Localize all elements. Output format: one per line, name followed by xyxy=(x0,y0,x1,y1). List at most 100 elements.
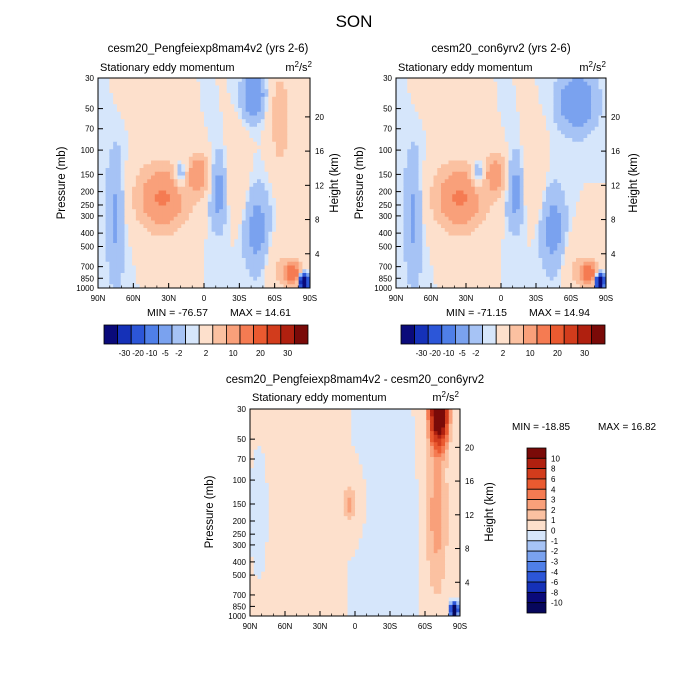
heatmap-cell xyxy=(422,119,427,124)
heatmap-cell xyxy=(403,108,408,113)
heatmap-cell xyxy=(444,164,450,169)
heatmap-cell xyxy=(283,224,288,229)
heatmap-cell xyxy=(441,81,446,87)
heatmap-cell xyxy=(132,78,137,83)
heatmap-cell xyxy=(482,130,487,135)
heatmap-cell xyxy=(474,126,480,132)
heatmap-cell xyxy=(486,111,491,117)
heatmap-cell xyxy=(501,93,506,98)
heatmap-cell xyxy=(245,160,251,165)
heatmap-cell xyxy=(534,100,540,105)
heatmap-cell xyxy=(169,175,175,180)
heatmap-cell xyxy=(516,168,521,173)
heatmap-cell xyxy=(471,100,476,105)
heatmap-cell xyxy=(441,134,446,139)
heatmap-cell xyxy=(249,141,254,147)
heatmap-cell xyxy=(306,273,310,278)
heatmap-cell xyxy=(211,265,216,270)
heatmap-cell xyxy=(291,93,296,98)
heatmap-cell xyxy=(433,175,438,180)
heatmap-cell xyxy=(452,111,457,117)
heatmap-cell xyxy=(222,273,228,278)
heatmap-cell xyxy=(120,171,126,177)
heatmap-cell xyxy=(441,179,446,184)
heatmap-cell xyxy=(222,220,228,225)
heatmap-cell xyxy=(587,145,592,150)
heatmap-cell xyxy=(241,220,247,225)
heatmap-cell xyxy=(283,104,288,109)
heatmap-cell xyxy=(283,243,288,248)
heatmap-cell xyxy=(162,273,167,278)
heatmap-cell xyxy=(568,81,573,87)
heatmap-cell xyxy=(158,186,163,192)
heatmap-cell xyxy=(257,81,262,87)
heatmap-cell xyxy=(109,123,114,128)
heatmap-cell xyxy=(109,220,114,225)
heatmap-cell xyxy=(177,213,182,218)
heatmap-cell xyxy=(211,228,216,233)
heatmap-cell xyxy=(128,213,133,218)
heatmap-cell xyxy=(467,190,472,195)
heatmap-cell xyxy=(516,85,521,90)
heatmap-cell xyxy=(418,149,423,154)
heatmap-cell xyxy=(222,145,228,150)
heatmap-cell xyxy=(396,179,401,184)
heatmap-cell xyxy=(467,171,472,177)
heatmap-cell xyxy=(291,231,296,237)
heatmap-cell xyxy=(226,104,232,109)
heatmap-cell xyxy=(120,280,126,285)
heatmap-cell xyxy=(471,149,476,154)
heatmap-cell xyxy=(519,130,525,135)
heatmap-cell xyxy=(222,235,228,240)
heatmap-cell xyxy=(298,160,304,165)
heatmap-cell xyxy=(306,164,310,169)
heatmap-cell xyxy=(200,138,205,143)
heatmap-cell xyxy=(478,168,483,173)
heatmap-cell xyxy=(219,228,224,233)
heatmap-cell xyxy=(128,258,133,263)
heatmap-cell xyxy=(587,119,592,124)
heatmap-cell xyxy=(188,168,194,173)
heatmap-cell xyxy=(219,168,224,173)
heatmap-cell xyxy=(302,269,307,274)
heatmap-cell xyxy=(452,156,457,162)
heatmap-cell xyxy=(253,156,258,162)
heatmap-cell xyxy=(557,96,562,102)
heatmap-cell xyxy=(456,126,461,132)
heatmap-cell xyxy=(298,115,304,120)
heatmap-cell xyxy=(181,183,186,188)
heatmap-cell xyxy=(169,284,175,288)
heatmap-cell xyxy=(576,81,581,87)
heatmap-cell xyxy=(151,126,156,132)
heatmap-cell xyxy=(504,145,510,150)
heatmap-cell xyxy=(105,246,110,252)
heatmap-cell xyxy=(523,96,528,102)
heatmap-cell xyxy=(294,235,300,240)
heatmap-cell xyxy=(264,250,269,255)
heatmap-cell xyxy=(302,220,307,225)
heatmap-cell xyxy=(294,156,300,162)
heatmap-cell xyxy=(215,201,220,207)
heatmap-cell xyxy=(143,119,148,124)
heatmap-cell xyxy=(154,273,160,278)
heatmap-cell xyxy=(154,246,160,252)
heatmap-cell xyxy=(564,183,570,188)
heatmap-cell xyxy=(598,190,603,195)
heatmap-cell xyxy=(422,96,427,102)
heatmap-cell xyxy=(215,111,220,117)
heatmap-cell xyxy=(542,134,547,139)
heatmap-cell xyxy=(516,115,521,120)
heatmap-cell xyxy=(234,111,239,117)
heatmap-cell xyxy=(116,246,122,252)
heatmap-cell xyxy=(306,108,310,113)
heatmap-cell xyxy=(101,265,107,270)
heatmap-cell xyxy=(192,85,198,90)
heatmap-cell xyxy=(135,228,141,233)
heatmap-cell xyxy=(433,171,438,177)
heatmap-cell xyxy=(101,198,107,203)
heatmap-cell xyxy=(226,213,232,218)
heatmap-cell xyxy=(143,123,148,128)
heatmap-cell xyxy=(429,104,435,109)
heatmap-cell xyxy=(407,186,412,192)
heatmap-cell xyxy=(196,160,201,165)
